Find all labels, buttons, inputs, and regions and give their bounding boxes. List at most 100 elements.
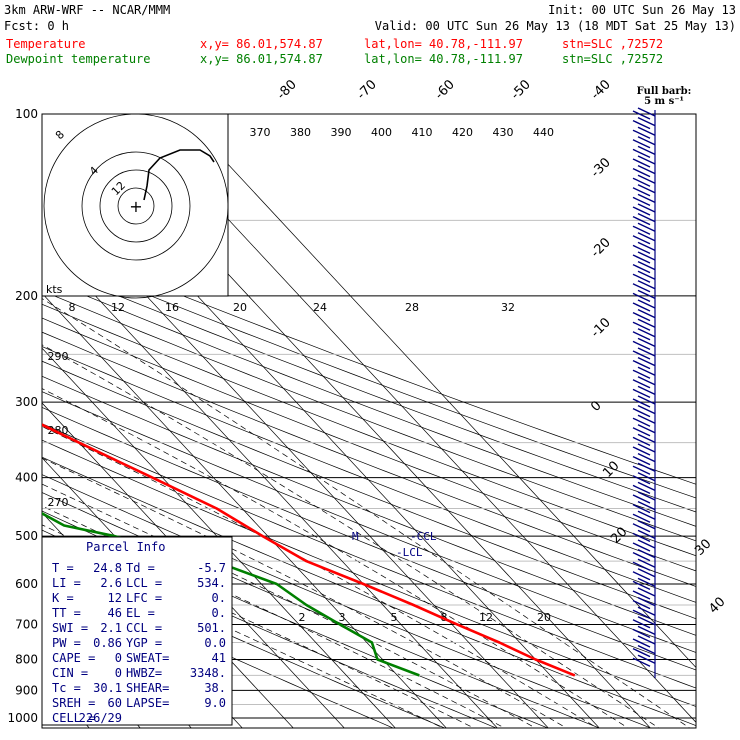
moist-adiabat-2 <box>42 505 506 728</box>
wind-barb-flag-short <box>632 331 651 341</box>
wind-barb <box>632 376 656 389</box>
wind-barb-flag-long <box>637 318 656 328</box>
temperature-tick--60: -60 <box>432 77 458 103</box>
parcel-info-cell: LI = <box>52 576 81 590</box>
dry-adiabat-390 <box>42 331 696 587</box>
wind-barb-flag-short <box>632 580 651 591</box>
temperature-tick--70: -70 <box>354 77 380 103</box>
wind-barb-flag-long <box>637 414 656 424</box>
parcel-info-cell: Td = <box>126 561 155 575</box>
dry-adiabat-370 <box>42 360 696 620</box>
dry-adiabat-440 <box>42 264 696 513</box>
parcel-info-cell: 501. <box>197 621 226 635</box>
wind-barb-flag-long <box>637 289 656 300</box>
wind-barb-flag-short <box>632 427 651 437</box>
wind-barb <box>632 299 656 312</box>
hodograph-units: kts <box>46 283 63 296</box>
wind-barb-flag-long <box>637 529 656 540</box>
wind-barb-flag-short <box>632 523 651 533</box>
wind-barb <box>632 308 656 322</box>
wind-barb-flag-long <box>637 270 656 280</box>
wind-barb-flag-long <box>637 462 656 472</box>
wind-barb-flag-short <box>632 590 651 600</box>
wind-barb <box>632 347 656 360</box>
wind-barb-flag-long <box>637 625 656 636</box>
wind-barb <box>632 596 656 610</box>
wind-barb-flag-short <box>632 446 651 456</box>
wind-barb-flag-long <box>637 577 656 588</box>
wind-barb-flag-short <box>632 542 651 552</box>
dry-adiabat-300 <box>42 474 652 728</box>
wind-barb <box>632 616 656 629</box>
temperature-tick-0: 0 <box>588 398 604 414</box>
isotherm-50 <box>181 114 696 668</box>
wind-barb <box>632 529 656 543</box>
wind-barb <box>632 107 656 120</box>
level-marker-lcl: -LCL <box>396 546 423 559</box>
wind-barb-flag-short <box>632 484 651 495</box>
isotherm--10 <box>42 292 447 728</box>
parcel-info-cell: 41 <box>212 651 226 665</box>
temperature-line <box>42 423 576 677</box>
wind-barb-flag-short <box>632 379 651 389</box>
wind-barb-flag-long <box>637 337 656 348</box>
temperature-tick--10: -10 <box>588 315 614 341</box>
wind-barb-flag-long <box>637 260 656 271</box>
wind-barb-flag-long <box>637 635 656 645</box>
parcel-info-cell: YGP = <box>126 636 162 650</box>
hodograph-ring-big <box>43 113 229 299</box>
wind-barb <box>632 568 656 581</box>
parcel-info-cell: 0. <box>212 591 226 605</box>
pressure-tick-600: 600 <box>15 577 38 591</box>
wind-barb-flag-short <box>632 609 651 619</box>
wind-barb-flag-long <box>637 606 656 616</box>
wind-barb-flag-long <box>637 136 656 146</box>
parcel-info-cell: K = <box>52 591 74 605</box>
wind-barb-flag-long <box>637 155 656 165</box>
wind-barb-flag-short <box>632 503 651 514</box>
mixing-ratio-lower-12: 12 <box>479 611 493 624</box>
wind-key-value: 5 m s⁻¹ <box>644 96 684 107</box>
wind-barb-flag-short <box>632 273 651 283</box>
legend-dewpoint: Dewpoint temperature <box>6 52 151 66</box>
wind-barb-flag-long <box>637 510 656 520</box>
isotherm--20 <box>42 347 396 728</box>
wind-barb-flag-long <box>637 308 656 319</box>
pressure-tick-700: 700 <box>15 617 38 631</box>
wind-barb-flag-long <box>637 347 656 357</box>
parcel-info-cell: 0. <box>212 606 226 620</box>
wind-barbs <box>632 107 656 678</box>
wind-barb-flag-short <box>632 158 651 168</box>
wind-barb-flag-short <box>632 494 651 504</box>
wind-barb-flag-short <box>632 302 651 312</box>
moist-adiabat-6 <box>42 388 629 728</box>
wind-barb-flag-long <box>637 328 656 338</box>
wind-barb-flag-long <box>637 500 656 511</box>
wind-barb-flag-short <box>632 407 651 418</box>
dry-adiabat-420 <box>42 290 696 542</box>
parcel-info-cell: 0 <box>115 666 122 680</box>
wind-barb-flag-short <box>632 292 651 303</box>
wind-barb-flag-short <box>632 119 651 130</box>
theta-left-label-270: 270 <box>48 496 69 509</box>
dewpoint-line <box>42 511 420 677</box>
pressure-tick-300: 300 <box>15 395 38 409</box>
wind-barb <box>632 606 656 619</box>
mixing-ratio-lower-20: 20 <box>537 611 551 624</box>
legend-dewpoint-latlon: lat,lon= 40.78,-111.97 <box>364 52 523 66</box>
wind-barb-flag-long <box>637 558 656 568</box>
mixing-ratio-lower-2: 2 <box>299 611 306 624</box>
wind-barb-flag-long <box>637 616 656 626</box>
wind-barb-flag-short <box>632 647 651 658</box>
wind-barb <box>632 500 656 514</box>
dry-adiabat-360 <box>42 375 696 636</box>
wind-barb <box>632 462 656 475</box>
parcel-info-cell: EL = <box>126 606 155 620</box>
wind-barb-flag-short <box>632 350 651 360</box>
wind-barb <box>632 510 656 523</box>
init-time: Init: 00 UTC Sun 26 May 13 <box>548 3 736 17</box>
parcel-info-cell: 2.1 <box>100 621 122 635</box>
parcel-info-panel: Parcel Info T = 24.8 Td = -5.7 LI = 2.6 LCL = 5… <box>41 536 233 726</box>
parcel-info-cell: LAPSE= <box>126 696 169 710</box>
wind-barb-flag-short <box>632 513 651 523</box>
